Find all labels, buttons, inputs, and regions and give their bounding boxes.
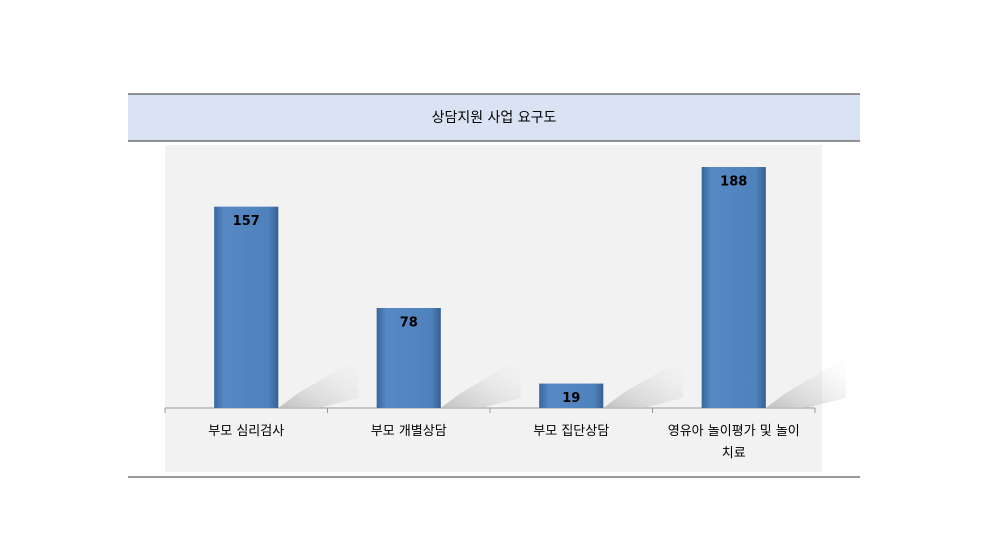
bar-shadow <box>765 358 846 408</box>
data-label: 19 <box>562 391 580 406</box>
x-tick-label: 부모 심리검사 <box>208 424 285 439</box>
x-tick-label: 영유아 놀이평가 및 놀이치료 <box>667 424 800 461</box>
title-bar <box>128 94 860 141</box>
bar-shadow <box>603 358 684 408</box>
bar-shine <box>701 167 766 408</box>
bar-shine <box>376 308 441 408</box>
bar-shadow <box>440 358 521 408</box>
data-label: 157 <box>233 214 260 229</box>
data-label: 188 <box>720 175 747 190</box>
bar-shine <box>214 206 279 408</box>
chart-title: 상담지원 사업 요구도 <box>432 110 557 126</box>
bar-shadow <box>278 358 359 408</box>
x-tick-label: 부모 개별상담 <box>370 424 447 439</box>
bar-shine <box>539 383 604 408</box>
x-tick-label: 부모 집단상담 <box>533 424 610 439</box>
data-label: 78 <box>400 316 418 331</box>
